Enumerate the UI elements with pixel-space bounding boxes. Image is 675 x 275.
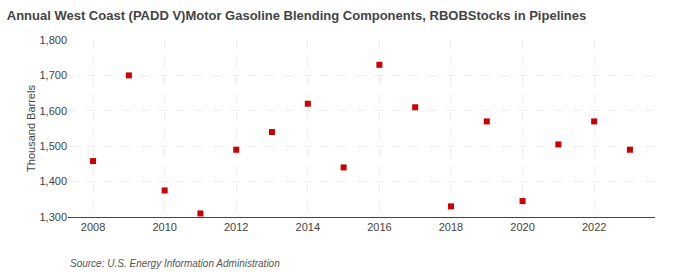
svg-text:2008: 2008 <box>81 221 105 233</box>
svg-text:1,500: 1,500 <box>39 140 67 152</box>
svg-text:Annual West Coast (PADD V)Moto: Annual West Coast (PADD V)Motor Gasoline… <box>7 8 587 23</box>
svg-text:2010: 2010 <box>152 221 176 233</box>
svg-text:Thousand Barrels: Thousand Barrels <box>25 85 37 172</box>
svg-text:1,300: 1,300 <box>39 211 67 223</box>
svg-text:2016: 2016 <box>367 221 391 233</box>
svg-text:1,800: 1,800 <box>39 34 67 46</box>
svg-text:2020: 2020 <box>510 221 534 233</box>
svg-text:1,700: 1,700 <box>39 69 67 81</box>
svg-text:1,400: 1,400 <box>39 175 67 187</box>
svg-text:2018: 2018 <box>439 221 463 233</box>
svg-text:Source: U.S. Energy Informatio: Source: U.S. Energy Information Administ… <box>70 258 280 269</box>
svg-text:2012: 2012 <box>224 221 248 233</box>
svg-text:1,600: 1,600 <box>39 105 67 117</box>
svg-text:2014: 2014 <box>296 221 320 233</box>
svg-text:2022: 2022 <box>582 221 606 233</box>
